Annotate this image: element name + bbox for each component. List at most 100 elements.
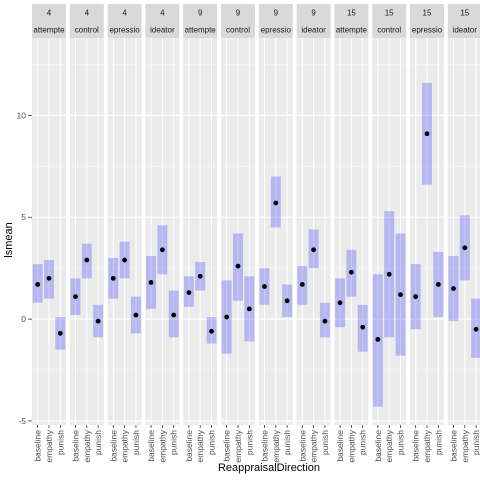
lsmean-point	[413, 294, 419, 300]
x-tick-label: punish	[282, 430, 292, 455]
lsmean-point	[197, 273, 203, 279]
facet-strip-top	[32, 4, 66, 21]
facet-strip-bottom	[334, 21, 369, 38]
x-tick-label: baseline	[259, 430, 269, 462]
facet-strip-top	[183, 4, 218, 21]
x-tick-label: baseline	[70, 430, 80, 462]
x-axis-title: ReappraisalDirection	[218, 462, 320, 474]
lsmean-point	[246, 306, 252, 312]
facet-label-bottom: attempte	[336, 26, 368, 35]
x-tick-label: punish	[244, 430, 254, 455]
x-tick-label: baseline	[33, 430, 43, 462]
facet-label-bottom: epressio	[261, 26, 292, 35]
lsmean-point	[284, 298, 290, 304]
lsmean-point	[110, 275, 116, 281]
facet-panel: 9 attempte baseline empathy punish	[183, 4, 218, 463]
facet-panel: 15 ideator baseline empathy punish	[447, 4, 480, 463]
lsmean-point	[473, 326, 479, 332]
facet-strip-bottom	[145, 21, 180, 38]
x-tick-label: empathy	[195, 429, 205, 462]
x-tick-label: punish	[320, 430, 330, 455]
lsmean-point	[435, 282, 441, 287]
lsmean-point	[462, 245, 468, 251]
facet-strip-bottom	[410, 21, 444, 38]
facet-label-top: 4	[47, 9, 52, 18]
facet-panel: 4 attempte baseline empathy punish	[32, 4, 66, 463]
x-tick-label: empathy	[82, 429, 92, 462]
facet-panel: 9 epressio baseline empathy punish	[258, 4, 293, 463]
x-tick-label: empathy	[422, 429, 432, 462]
x-tick-label: baseline	[335, 430, 345, 462]
x-tick-label: baseline	[373, 430, 383, 462]
facet-strip-top	[372, 4, 407, 21]
lsmean-point	[451, 286, 456, 291]
lsmean-point	[133, 312, 139, 318]
facet-strip-top	[410, 4, 444, 21]
facet-label-bottom: control	[75, 26, 99, 35]
lsmean-point	[337, 300, 343, 306]
x-tick-label: punish	[358, 430, 368, 455]
x-tick-label: baseline	[108, 430, 118, 462]
lsmean-point	[160, 247, 165, 253]
facet-strip-bottom	[372, 21, 407, 38]
x-tick-label: punish	[396, 430, 406, 455]
facet-label-top: 15	[347, 9, 356, 18]
lsmean-point	[273, 200, 279, 206]
facet-label-top: 9	[311, 9, 316, 18]
y-tick-label: -5	[18, 416, 26, 426]
facet-label-top: 9	[198, 9, 203, 18]
x-tick-label: baseline	[448, 430, 458, 462]
y-axis: -5 0 5 10	[17, 110, 32, 426]
facet-label-bottom: ideator	[150, 26, 175, 35]
facet-label-bottom: control	[226, 26, 250, 35]
x-tick-label: punish	[433, 430, 443, 455]
facet-label-top: 9	[274, 9, 279, 18]
facet-strip-bottom	[221, 21, 255, 38]
lsmean-point	[46, 275, 52, 281]
x-tick-label: empathy	[309, 429, 319, 462]
facet-strip-top	[334, 4, 369, 21]
x-tick-label: empathy	[346, 429, 356, 462]
lsmean-point	[84, 257, 90, 263]
x-tick-label: baseline	[146, 430, 156, 462]
facet-label-top: 15	[385, 9, 394, 18]
y-tick-label: 5	[21, 212, 26, 222]
facet-strip-bottom	[32, 21, 66, 38]
facet-panel: 15 epressio baseline empathy punish	[410, 4, 444, 463]
lsmean-point	[186, 290, 192, 296]
facet-strip-bottom	[107, 21, 142, 38]
facet-panel: 9 ideator baseline empathy punish	[296, 4, 331, 463]
x-tick-label: punish	[55, 430, 65, 455]
facet-panel: 15 attempte baseline empathy punish	[334, 4, 369, 463]
x-tick-label: punish	[93, 430, 103, 455]
x-tick-label: punish	[131, 430, 141, 455]
facet-label-top: 4	[122, 9, 127, 18]
x-tick-label: baseline	[184, 430, 194, 462]
facet-strip-top	[221, 4, 255, 21]
facet-label-bottom: epressio	[412, 26, 443, 35]
x-tick-label: empathy	[460, 429, 470, 462]
lsmean-point	[224, 314, 230, 320]
x-tick-label: punish	[207, 430, 217, 455]
lsmean-point	[299, 282, 305, 287]
facet-label-top: 4	[85, 9, 90, 18]
y-tick-label: 0	[21, 314, 26, 324]
y-axis-title: lsmean	[3, 222, 15, 257]
lsmean-point	[122, 257, 127, 263]
facet-panel: 4 ideator baseline empathy punish	[145, 4, 180, 463]
facet-label-top: 15	[423, 9, 432, 18]
lsmean-point	[424, 131, 430, 137]
lsmean-point	[349, 269, 354, 275]
facet-panel: 15 control baseline empathy punish	[372, 4, 407, 463]
facet-strip-bottom	[69, 21, 104, 38]
facet-label-top: 9	[236, 9, 241, 18]
facet-label-bottom: epressio	[109, 26, 140, 35]
facet-strip-top	[145, 4, 180, 21]
x-tick-label: punish	[169, 430, 179, 455]
facet-strip-bottom	[447, 21, 480, 38]
y-tick-label: 10	[17, 110, 27, 120]
x-tick-label: empathy	[384, 429, 394, 462]
lsmean-point	[360, 324, 366, 330]
facet-label-bottom: attempte	[33, 26, 65, 35]
